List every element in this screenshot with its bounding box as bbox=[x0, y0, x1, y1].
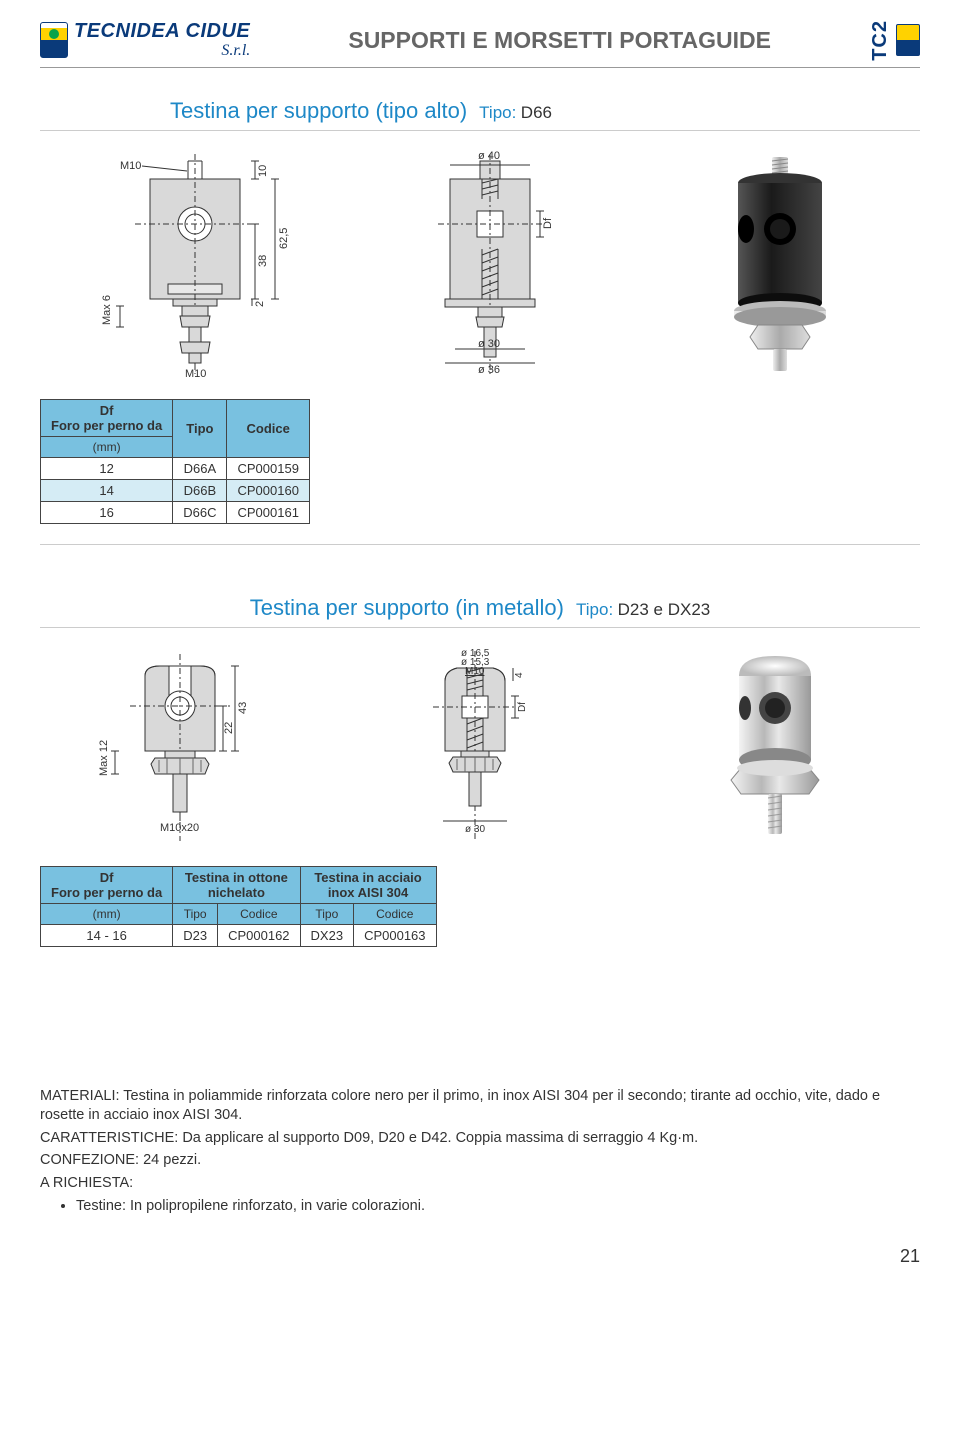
body-text: MATERIALI: Testina in poliammide rinforz… bbox=[40, 1087, 920, 1216]
section2-drawing-side: 43 22 Max 12 M10x20 bbox=[85, 646, 285, 846]
section1-title: Testina per supporto (tipo alto) Tipo: D… bbox=[40, 98, 920, 131]
svg-text:43: 43 bbox=[237, 702, 249, 714]
table-header: Codice bbox=[227, 399, 309, 457]
section-divider bbox=[40, 544, 920, 545]
badge-text: TC2 bbox=[869, 20, 892, 61]
svg-text:M10x20: M10x20 bbox=[160, 822, 199, 834]
svg-text:ø 40: ø 40 bbox=[478, 150, 500, 162]
table-cell: CP000161 bbox=[227, 501, 309, 523]
svg-text:4: 4 bbox=[514, 672, 525, 678]
svg-text:ø 36: ø 36 bbox=[478, 364, 500, 376]
table-subheader: Codice bbox=[218, 903, 300, 924]
table-header-unit: (mm) bbox=[41, 436, 173, 457]
table-subheader: Tipo bbox=[300, 903, 354, 924]
section1-type-value: D66 bbox=[521, 103, 552, 122]
svg-text:2: 2 bbox=[254, 301, 266, 307]
table-row: 12D66ACP000159 bbox=[41, 457, 310, 479]
section2-drawing-front: ø 16,5 ø 15,3 M10 4 Df ø 30 bbox=[395, 646, 565, 846]
section2-table: Df Foro per perno da Testina in ottone n… bbox=[40, 866, 437, 947]
header-badge: TC2 bbox=[869, 20, 920, 61]
svg-text:38: 38 bbox=[257, 255, 269, 267]
table-cell: 14 bbox=[41, 479, 173, 501]
svg-text:M10: M10 bbox=[120, 160, 141, 172]
svg-text:62,5: 62,5 bbox=[278, 227, 290, 248]
svg-text:ø 30: ø 30 bbox=[465, 824, 485, 835]
table-cell: 14 - 16 bbox=[41, 924, 173, 946]
svg-text:22: 22 bbox=[223, 722, 235, 734]
section2-render bbox=[675, 646, 875, 846]
logo-text: TECNIDEA CIDUE S.r.l. bbox=[74, 21, 250, 59]
richiesta-bullet: Testine: In polipropilene rinforzato, in… bbox=[76, 1197, 920, 1217]
logo-suffix: S.r.l. bbox=[221, 43, 250, 59]
table-header-unit: (mm) bbox=[41, 903, 173, 924]
section2-title: Testina per supporto (in metallo) Tipo: … bbox=[40, 595, 920, 628]
table-subheader: Codice bbox=[354, 903, 436, 924]
svg-text:Df: Df bbox=[517, 702, 528, 712]
table-subheader: Tipo bbox=[173, 903, 218, 924]
svg-text:10: 10 bbox=[257, 165, 269, 177]
page-number: 21 bbox=[40, 1246, 920, 1267]
table-cell: DX23 bbox=[300, 924, 354, 946]
table-header: Df Foro per perno da bbox=[41, 866, 173, 903]
section1-table: Df Foro per perno da Tipo Codice (mm) 12… bbox=[40, 399, 310, 524]
section2-type-value: D23 e DX23 bbox=[618, 600, 711, 619]
badge-icon bbox=[896, 24, 920, 56]
section1-drawing-side: M10 M10 Max 6 10 62,5 bbox=[80, 149, 300, 379]
section1-render bbox=[680, 149, 880, 379]
section1-name: Testina per supporto (tipo alto) bbox=[170, 98, 467, 124]
section1-figures: M10 M10 Max 6 10 62,5 bbox=[40, 149, 920, 379]
company-logo: TECNIDEA CIDUE S.r.l. bbox=[40, 21, 250, 59]
section2-figures: 43 22 Max 12 M10x20 bbox=[40, 646, 920, 846]
page-title: SUPPORTI E MORSETTI PORTAGUIDE bbox=[270, 27, 849, 54]
table-cell: CP000159 bbox=[227, 457, 309, 479]
table-cell: D23 bbox=[173, 924, 218, 946]
table-cell: CP000163 bbox=[354, 924, 436, 946]
table-header: Testina in acciaio inox AISI 304 bbox=[300, 866, 436, 903]
table-cell: CP000162 bbox=[218, 924, 300, 946]
section2-type-label: Tipo: bbox=[576, 600, 613, 619]
table-cell: CP000160 bbox=[227, 479, 309, 501]
richiesta-label: A RICHIESTA: bbox=[40, 1174, 920, 1194]
table-cell: 16 bbox=[41, 501, 173, 523]
logo-icon bbox=[40, 22, 68, 58]
svg-text:M10: M10 bbox=[465, 666, 485, 677]
page-header: TECNIDEA CIDUE S.r.l. SUPPORTI E MORSETT… bbox=[40, 20, 920, 68]
table-cell: D66B bbox=[173, 479, 227, 501]
table-row: 14 - 16D23CP000162DX23CP000163 bbox=[41, 924, 437, 946]
section1-type-label: Tipo: bbox=[479, 103, 516, 122]
table-cell: 12 bbox=[41, 457, 173, 479]
svg-text:Df: Df bbox=[542, 217, 554, 229]
table-header: Df Foro per perno da bbox=[41, 399, 173, 436]
table-header: Tipo bbox=[173, 399, 227, 457]
svg-text:ø 30: ø 30 bbox=[478, 338, 500, 350]
section2-name: Testina per supporto (in metallo) bbox=[250, 595, 564, 621]
confezione-line: CONFEZIONE: 24 pezzi. bbox=[40, 1151, 920, 1171]
table-cell: D66C bbox=[173, 501, 227, 523]
section1-drawing-front: ø 40 Df ø 30 ø 36 bbox=[400, 149, 580, 379]
svg-text:Max 6: Max 6 bbox=[101, 295, 113, 325]
table-header: Testina in ottone nichelato bbox=[173, 866, 300, 903]
caratteristiche-line: CARATTERISTICHE: Da applicare al support… bbox=[40, 1129, 920, 1149]
svg-text:M10: M10 bbox=[185, 368, 206, 379]
table-row: 14D66BCP000160 bbox=[41, 479, 310, 501]
table-cell: D66A bbox=[173, 457, 227, 479]
table-row: 16D66CCP000161 bbox=[41, 501, 310, 523]
logo-company: TECNIDEA CIDUE bbox=[74, 21, 250, 41]
svg-text:Max 12: Max 12 bbox=[98, 740, 110, 776]
materiali-line: MATERIALI: Testina in poliammide rinforz… bbox=[40, 1087, 920, 1126]
